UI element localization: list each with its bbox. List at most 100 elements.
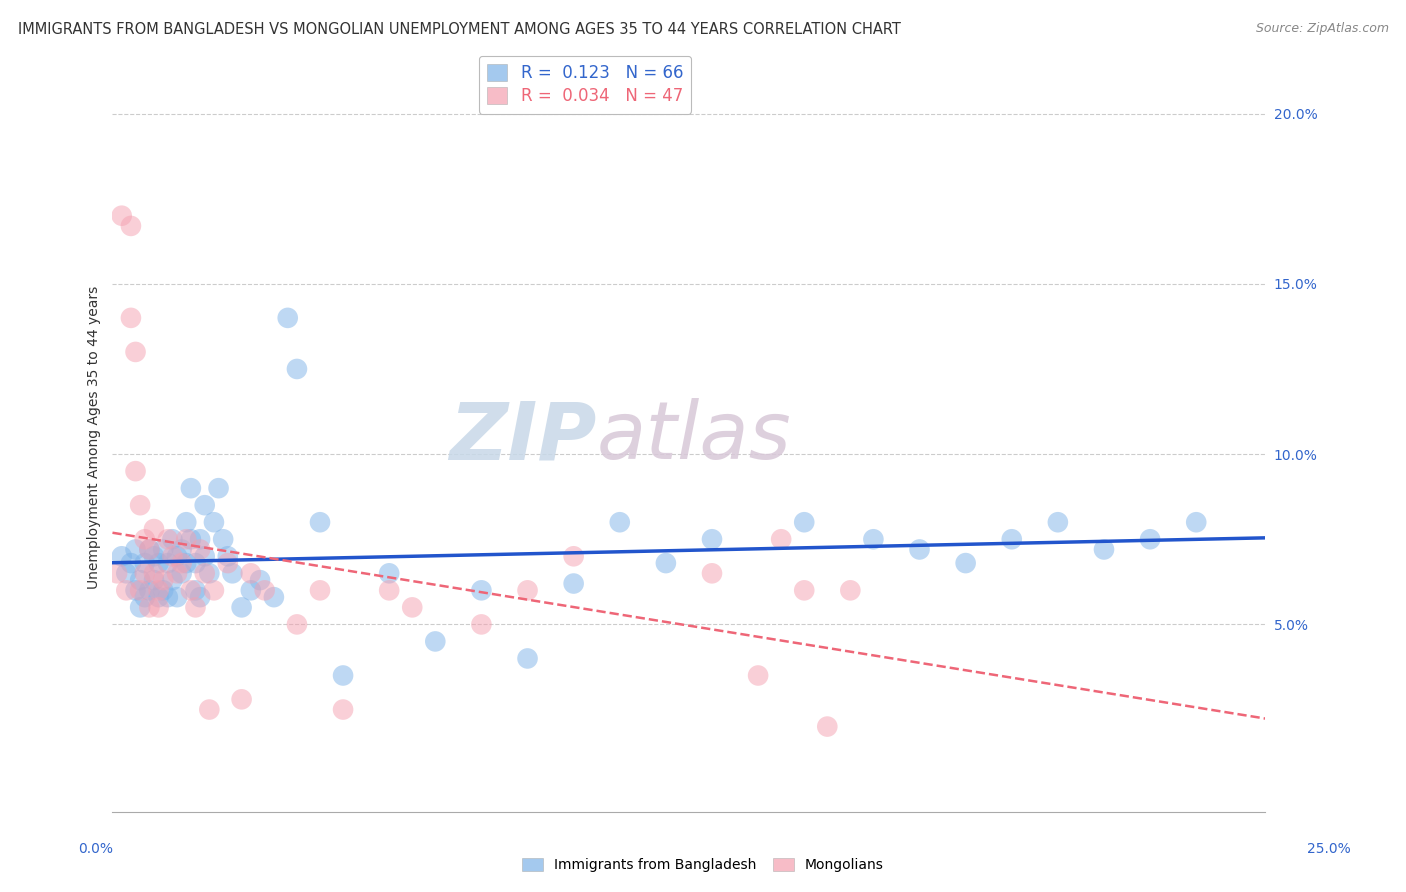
Point: [115, 566, 138, 581]
Point: [401, 600, 423, 615]
Point: [184, 556, 207, 570]
Point: [239, 566, 262, 581]
Point: [239, 583, 262, 598]
Point: [129, 583, 152, 598]
Point: [231, 600, 253, 615]
Y-axis label: Unemployment Among Ages 35 to 44 years: Unemployment Among Ages 35 to 44 years: [87, 285, 101, 589]
Point: [156, 533, 179, 547]
Point: [516, 651, 538, 665]
Point: [277, 310, 299, 325]
Point: [143, 573, 166, 587]
Point: [815, 720, 838, 734]
Legend: R =  0.123   N = 66, R =  0.034   N = 47: R = 0.123 N = 66, R = 0.034 N = 47: [479, 56, 692, 114]
Point: [1092, 542, 1115, 557]
Point: [115, 583, 138, 598]
Point: [309, 583, 332, 598]
Point: [609, 515, 631, 529]
Point: [152, 583, 174, 598]
Point: [170, 542, 193, 557]
Point: [129, 573, 152, 587]
Legend: Immigrants from Bangladesh, Mongolians: Immigrants from Bangladesh, Mongolians: [516, 853, 890, 878]
Point: [194, 498, 217, 512]
Text: ZIP: ZIP: [450, 398, 596, 476]
Point: [908, 542, 931, 557]
Point: [1185, 515, 1208, 529]
Point: [166, 549, 188, 564]
Point: [180, 481, 202, 495]
Text: atlas: atlas: [596, 398, 792, 476]
Point: [124, 542, 146, 557]
Point: [202, 583, 225, 598]
Point: [194, 566, 217, 581]
Point: [184, 600, 207, 615]
Point: [105, 566, 128, 581]
Point: [148, 583, 170, 598]
Point: [111, 209, 134, 223]
Point: [124, 583, 146, 598]
Point: [134, 533, 156, 547]
Point: [655, 556, 678, 570]
Point: [138, 542, 160, 557]
Point: [793, 583, 815, 598]
Point: [148, 600, 170, 615]
Point: [198, 566, 221, 581]
Point: [194, 549, 217, 564]
Point: [148, 556, 170, 570]
Point: [111, 549, 134, 564]
Point: [162, 573, 184, 587]
Point: [470, 583, 492, 598]
Text: 25.0%: 25.0%: [1306, 842, 1351, 856]
Point: [202, 515, 225, 529]
Point: [120, 556, 142, 570]
Point: [378, 566, 401, 581]
Point: [198, 702, 221, 716]
Point: [184, 583, 207, 598]
Point: [1046, 515, 1069, 529]
Point: [188, 590, 211, 604]
Point: [152, 573, 174, 587]
Point: [217, 549, 239, 564]
Point: [207, 481, 229, 495]
Text: IMMIGRANTS FROM BANGLADESH VS MONGOLIAN UNEMPLOYMENT AMONG AGES 35 TO 44 YEARS C: IMMIGRANTS FROM BANGLADESH VS MONGOLIAN …: [18, 22, 901, 37]
Point: [470, 617, 492, 632]
Point: [1139, 533, 1161, 547]
Point: [562, 549, 585, 564]
Point: [138, 542, 160, 557]
Point: [217, 556, 239, 570]
Point: [180, 583, 202, 598]
Point: [231, 692, 253, 706]
Point: [143, 522, 166, 536]
Text: 0.0%: 0.0%: [79, 842, 112, 856]
Point: [162, 549, 184, 564]
Point: [309, 515, 332, 529]
Point: [839, 583, 862, 598]
Point: [1001, 533, 1024, 547]
Point: [174, 556, 197, 570]
Point: [124, 345, 146, 359]
Point: [166, 590, 188, 604]
Point: [188, 533, 211, 547]
Point: [793, 515, 815, 529]
Point: [378, 583, 401, 598]
Point: [180, 533, 202, 547]
Point: [134, 590, 156, 604]
Point: [285, 617, 308, 632]
Point: [425, 634, 447, 648]
Point: [134, 566, 156, 581]
Point: [770, 533, 793, 547]
Point: [152, 542, 174, 557]
Point: [188, 542, 211, 557]
Point: [516, 583, 538, 598]
Point: [955, 556, 977, 570]
Point: [170, 566, 193, 581]
Point: [212, 533, 235, 547]
Point: [166, 566, 188, 581]
Point: [700, 533, 723, 547]
Point: [129, 600, 152, 615]
Point: [148, 590, 170, 604]
Text: Source: ZipAtlas.com: Source: ZipAtlas.com: [1256, 22, 1389, 36]
Point: [129, 498, 152, 512]
Point: [156, 556, 179, 570]
Point: [221, 566, 243, 581]
Point: [156, 590, 179, 604]
